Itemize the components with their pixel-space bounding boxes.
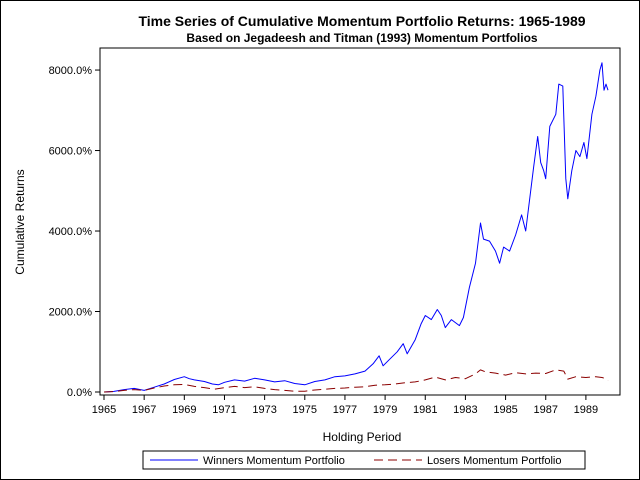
x-tick-label: 1965 xyxy=(92,404,116,416)
winners-series-line xyxy=(103,62,609,393)
legend-box xyxy=(142,450,586,470)
x-axis: 1965 1967 1969 1971 1973 1975 1977 1979 1981 1983… xyxy=(92,395,598,416)
plot-area xyxy=(99,47,621,396)
x-tick-label: 1977 xyxy=(333,404,357,416)
series-layer xyxy=(103,62,609,393)
x-tick-label: 1969 xyxy=(172,404,196,416)
x-tick-label: 1973 xyxy=(252,404,276,416)
y-tick-label: 4000.0% xyxy=(49,226,93,238)
legend: Winners Momentum Portfolio Losers Moment… xyxy=(142,450,586,470)
y-tick-label: 0.0% xyxy=(67,387,92,399)
x-tick-label: 1975 xyxy=(293,404,317,416)
x-tick-label: 1985 xyxy=(493,404,517,416)
y-tick-label: 8000.0% xyxy=(49,65,93,77)
chart-subtitle: Based on Jegadeesh and Titman (1993) Mom… xyxy=(186,31,538,45)
x-axis-label: Holding Period xyxy=(323,430,402,444)
legend-label-losers: Losers Momentum Portfolio xyxy=(427,455,562,467)
x-tick-label: 1981 xyxy=(413,404,437,416)
x-tick-label: 1979 xyxy=(373,404,397,416)
chart-title: Time Series of Cumulative Momentum Portf… xyxy=(138,13,585,29)
x-tick-label: 1989 xyxy=(574,404,598,416)
x-tick-label: 1983 xyxy=(453,404,477,416)
x-tick-label: 1971 xyxy=(212,404,236,416)
y-axis-label: Cumulative Returns xyxy=(13,169,27,274)
y-axis: 0.0% 2000.0% 4000.0% 6000.0% 8000.0% xyxy=(49,65,100,399)
legend-label-winners: Winners Momentum Portfolio xyxy=(203,455,345,467)
x-tick-label: 1967 xyxy=(132,404,156,416)
losers-series-line xyxy=(103,369,609,393)
x-tick-label: 1987 xyxy=(533,404,557,416)
y-tick-label: 2000.0% xyxy=(49,307,93,319)
y-tick-label: 6000.0% xyxy=(49,146,93,158)
